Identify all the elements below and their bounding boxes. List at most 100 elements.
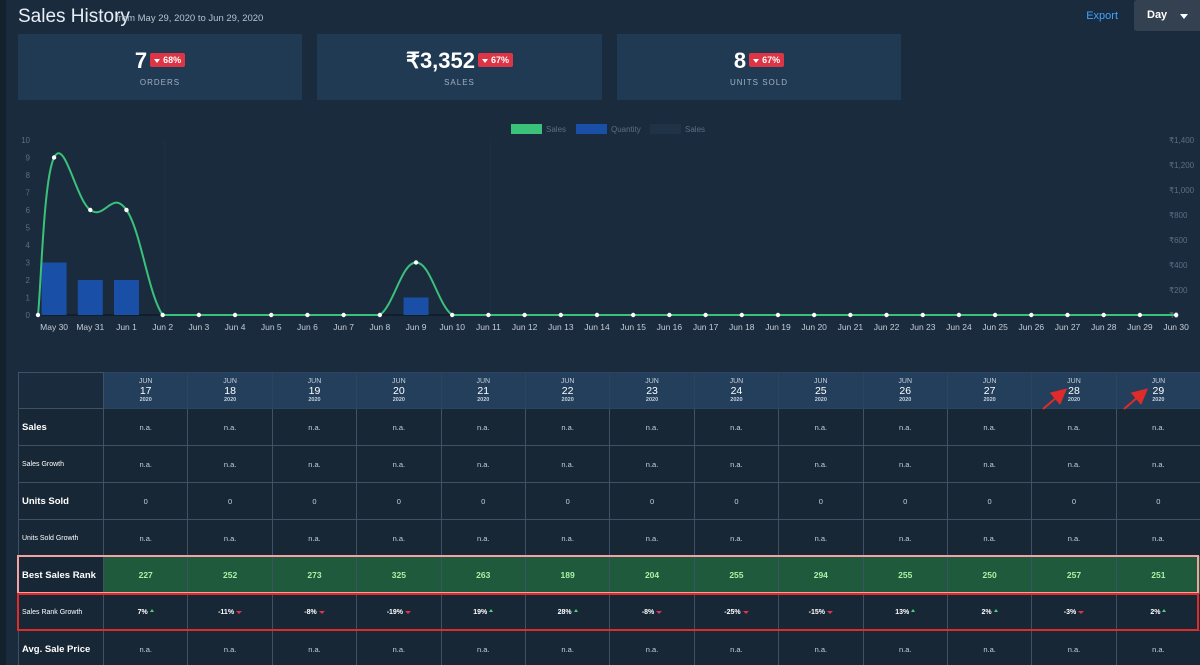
y-left-tick-label: 5 [26, 224, 31, 233]
table-cell: n.a. [524, 445, 611, 483]
cell-value: n.a. [139, 459, 152, 469]
table-cell: n.a. [524, 519, 611, 557]
column-header-date: JUN 24 2020 [693, 372, 780, 409]
sales-point [269, 312, 274, 318]
table-cell: n.a. [1031, 630, 1117, 665]
column-header-year: 2020 [392, 396, 405, 403]
cell-value: n.a. [561, 459, 574, 469]
sales-point [232, 312, 238, 318]
table-cell: 19% [440, 593, 526, 631]
page-title: Sales History [18, 6, 130, 27]
table-cell: 2% [946, 593, 1033, 631]
sales-point [51, 155, 57, 160]
column-header-date: JUN 27 2020 [946, 372, 1033, 409]
legend-swatch [650, 124, 681, 134]
cell-value: n.a. [730, 533, 743, 543]
sales-point [1029, 312, 1034, 318]
cell-value: n.a. [477, 533, 490, 543]
table-cell: 0 [693, 482, 780, 520]
cell-value: n.a. [730, 459, 743, 469]
column-header-month: JUN [307, 377, 322, 385]
x-tick-label: Jun 10 [439, 322, 465, 332]
table-cell: n.a. [1031, 408, 1117, 446]
cell-value: 227 [138, 570, 153, 580]
row-sales-growth: Sales Growth n.a. n.a. n.a. n.a. n.a. n.a. n.a.… [18, 445, 1200, 483]
row-label: Sales [18, 408, 104, 446]
sales-point [884, 312, 889, 318]
cell-value: 7% [137, 608, 148, 616]
column-header-year: 2020 [477, 396, 490, 403]
table-cell: n.a. [778, 630, 864, 665]
legend-swatch [576, 124, 607, 134]
sales-point [992, 312, 998, 318]
table-cell: n.a. [778, 408, 864, 446]
y-right-tick-label: ₹400 [1169, 261, 1188, 270]
table-cell: 0 [946, 482, 1033, 520]
cell-value: n.a. [223, 459, 237, 469]
table-cell: n.a. [1115, 445, 1200, 483]
table-cell: 0 [609, 482, 695, 520]
table-cell: 255 [693, 556, 780, 594]
cell-value: 204 [644, 570, 660, 580]
caret-down-icon [154, 58, 161, 63]
cell-value: -8% [304, 608, 317, 616]
sales-point [667, 312, 672, 318]
table-cell: n.a. [693, 630, 780, 665]
table-cell: n.a. [102, 408, 189, 446]
cell-value: 0 [228, 496, 233, 506]
cell-value: 189 [560, 570, 575, 580]
row-label: Best Sales Rank [18, 556, 104, 594]
units-sold-value: 8 [733, 48, 747, 74]
table-cell: n.a. [524, 408, 611, 446]
quantity-bar [403, 297, 429, 315]
y-left-tick-label: 7 [26, 189, 31, 198]
x-tick-label: Jun 26 [1019, 322, 1045, 332]
row-label: Sales Growth [18, 445, 104, 483]
y-left-tick-label: 3 [26, 259, 31, 268]
table-cell: 13% [862, 593, 948, 631]
cell-value: -11% [218, 608, 235, 616]
date-range-subtitle: from May 29, 2020 to Jun 29, 2020 [116, 13, 264, 24]
table-cell: n.a. [187, 630, 273, 665]
row-sales-rank-growth: Sales Rank Growth 7% -11% -8% -19% 19% 28% -8% -… [18, 593, 1200, 631]
row-units-sold-growth: Units Sold Growth n.a. n.a. n.a. n.a. n.a. n.a… [18, 519, 1200, 557]
cell-value: n.a. [308, 533, 321, 543]
table-cell: 0 [102, 482, 189, 520]
row-best-sales-rank: Best Sales Rank 227 252 273 325 263 189 204 255 2… [18, 556, 1200, 594]
table-cell: 0 [524, 482, 611, 520]
table-cell: n.a. [1031, 445, 1117, 483]
table-cell: n.a. [187, 408, 273, 446]
column-header-year: 2020 [308, 396, 321, 403]
cell-value: -25% [724, 608, 741, 616]
caret-down-icon [742, 610, 749, 614]
cell-value: n.a. [561, 533, 574, 543]
y-left-tick-label: 10 [21, 136, 30, 145]
column-header-day: 26 [899, 384, 912, 397]
column-header-month: JUN [1151, 377, 1166, 385]
cell-value: 0 [396, 496, 401, 506]
table-cell: n.a. [102, 445, 189, 483]
x-tick-label: Jun 2 [152, 322, 173, 332]
export-link[interactable]: Export [1086, 10, 1118, 22]
legend-label: Quantity [611, 125, 641, 134]
sales-change-value: 67% [491, 55, 510, 66]
caret-up-icon [993, 608, 998, 612]
column-header-day: 23 [646, 384, 658, 397]
caret-down-icon [753, 58, 760, 63]
table-cell: n.a. [440, 630, 526, 665]
cell-value: -3% [1063, 608, 1077, 616]
table-cell: 189 [524, 556, 611, 594]
sales-point [848, 312, 853, 318]
caret-up-icon [1162, 608, 1167, 612]
cell-value: 255 [898, 570, 913, 580]
period-select[interactable]: Day [1134, 0, 1200, 31]
left-edge-bar [0, 0, 6, 665]
table-cell: n.a. [271, 408, 358, 446]
y-right-tick-label: ₹600 [1169, 236, 1188, 245]
cell-value: 251 [1151, 570, 1166, 580]
column-header-day: 19 [308, 384, 321, 397]
sales-value: ₹3,352 [405, 48, 476, 74]
cell-value: n.a. [308, 422, 321, 432]
y-right-tick-label: ₹1,000 [1169, 186, 1195, 195]
cell-value: n.a. [898, 459, 912, 469]
